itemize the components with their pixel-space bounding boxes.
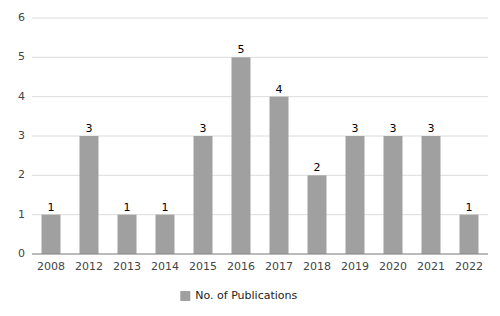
- x-tick-label: 2017: [265, 260, 293, 273]
- x-tick-label: 2019: [341, 260, 369, 273]
- grid-line: [32, 57, 488, 58]
- grid-line: [32, 96, 488, 97]
- bar: [308, 175, 327, 254]
- grid-line: [32, 136, 488, 137]
- y-tick-label: 1: [18, 208, 25, 221]
- x-tick-label: 2014: [151, 260, 179, 273]
- x-axis: 2008 2012 2013 2014 2015 2016 2017 2018 2019 2020…: [32, 254, 488, 273]
- grid-line: [32, 254, 488, 255]
- chart-container: 0123456131135423331200820122013201420152…: [0, 0, 500, 316]
- legend-swatch: [180, 291, 190, 301]
- x-tick-label: 2020: [379, 260, 407, 273]
- bars: [42, 57, 479, 254]
- data-label: 2: [314, 161, 321, 174]
- data-labels: 1 3 1 1 3 5 4 2 3 3 3 1: [48, 43, 473, 213]
- legend: No. of Publications: [180, 289, 297, 302]
- x-tick-label: 2008: [37, 260, 65, 273]
- x-tick-label: 2015: [189, 260, 217, 273]
- data-label: 3: [390, 122, 397, 135]
- x-tick-label: 2016: [227, 260, 255, 273]
- bar: [156, 215, 175, 254]
- bar: [384, 136, 403, 254]
- bar: [460, 215, 479, 254]
- y-tick-label: 0: [18, 247, 25, 260]
- x-tick-label: 2021: [417, 260, 445, 273]
- bar: [346, 136, 365, 254]
- bar: [194, 136, 213, 254]
- data-label: 1: [124, 201, 131, 214]
- grid-line: [32, 214, 488, 215]
- x-tick-label: 2022: [455, 260, 483, 273]
- data-label: 1: [48, 201, 55, 214]
- x-tick-label: 2012: [75, 260, 103, 273]
- legend-label: No. of Publications: [195, 289, 297, 302]
- x-tick-label: 2013: [113, 260, 141, 273]
- x-tick-label: 2018: [303, 260, 331, 273]
- bar: [270, 97, 289, 254]
- y-tick-label: 5: [18, 50, 25, 63]
- bar: [80, 136, 99, 254]
- data-label: 1: [162, 201, 169, 214]
- bar: [118, 215, 137, 254]
- chart: 0123456131135423331200820122013201420152…: [0, 0, 500, 316]
- data-label: 3: [428, 122, 435, 135]
- data-label: 1: [466, 201, 473, 214]
- y-grid: [32, 18, 488, 254]
- data-label: 3: [200, 122, 207, 135]
- bar: [232, 57, 251, 254]
- x-axis-line: [32, 254, 488, 255]
- bar: [42, 215, 61, 254]
- grid-line: [32, 18, 488, 19]
- bar: [422, 136, 441, 254]
- y-tick-label: 3: [18, 129, 25, 142]
- grid-line: [32, 175, 488, 176]
- data-label: 3: [352, 122, 359, 135]
- y-axis: 0 1 2 3 4 5 6: [18, 11, 25, 260]
- y-tick-label: 4: [18, 90, 25, 103]
- data-label: 4: [276, 83, 283, 96]
- y-tick-label: 2: [18, 168, 25, 181]
- data-label: 5: [238, 43, 245, 56]
- data-label: 3: [86, 122, 93, 135]
- y-tick-label: 6: [18, 11, 25, 24]
